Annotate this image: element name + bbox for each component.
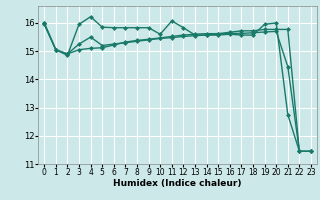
X-axis label: Humidex (Indice chaleur): Humidex (Indice chaleur) <box>113 179 242 188</box>
